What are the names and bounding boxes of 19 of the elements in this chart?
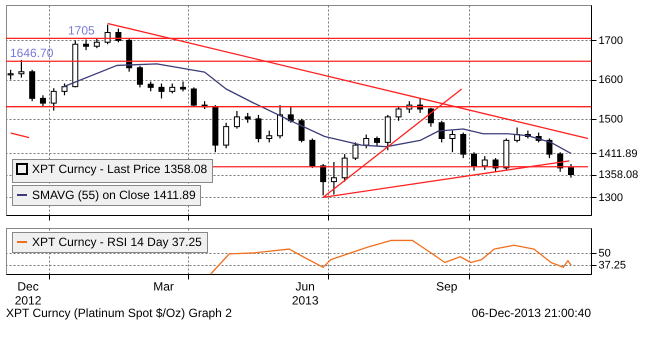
legend-label: XPT Curncy - RSI 14 Day 37.25 bbox=[32, 235, 202, 249]
y-tick-label: 50 bbox=[598, 247, 611, 260]
y-tick-label: 1600 bbox=[598, 74, 623, 86]
ref-line-label: 1646.70 bbox=[10, 46, 54, 60]
y-tick-label: 1411.89 bbox=[598, 148, 638, 160]
y-tick-label: 1700 bbox=[598, 34, 623, 47]
y-tick-label: 1358.08 bbox=[598, 169, 638, 182]
ref-line-label: 1705 bbox=[68, 23, 96, 38]
legend-label: SMAVG (55) on Close 1411.89 bbox=[32, 188, 196, 202]
y-tick-label: 1500 bbox=[598, 113, 623, 126]
text: 06-Dec-2013 21:00:40 bbox=[472, 306, 592, 320]
legend-label: XPT Curncy - Last Price 1358.08 bbox=[32, 162, 208, 176]
x-tick-label: Dec 2012 bbox=[14, 280, 42, 308]
y-tick-label: 1300 bbox=[598, 192, 623, 204]
x-tick-label: Mar bbox=[153, 280, 174, 294]
x-tick-label: Sep bbox=[436, 280, 458, 294]
x-tick-label: Jun 2013 bbox=[292, 280, 319, 308]
y-tick-label: 37.25 bbox=[598, 260, 626, 272]
text: XPT Curncy (Platinum Spot $/Oz) Graph 2 bbox=[6, 306, 232, 320]
